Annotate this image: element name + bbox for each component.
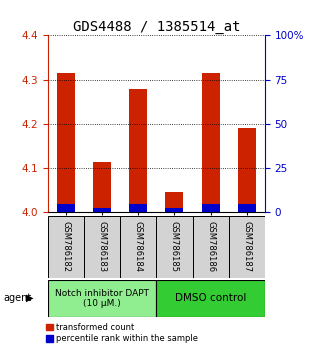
Bar — [166, 208, 183, 212]
Text: GSM786187: GSM786187 — [242, 221, 251, 273]
Text: GSM786183: GSM786183 — [98, 221, 107, 273]
Bar — [156, 280, 265, 317]
Bar — [48, 280, 157, 317]
Title: GDS4488 / 1385514_at: GDS4488 / 1385514_at — [72, 21, 240, 34]
Bar — [129, 88, 147, 212]
Bar — [193, 216, 229, 278]
Bar — [57, 73, 75, 212]
Bar — [156, 216, 193, 278]
Text: DMSO control: DMSO control — [175, 293, 246, 303]
Legend: transformed count, percentile rank within the sample: transformed count, percentile rank withi… — [46, 323, 198, 343]
Bar — [202, 204, 220, 212]
Bar — [229, 216, 265, 278]
Bar — [238, 204, 256, 212]
Bar — [166, 193, 183, 212]
Text: agent: agent — [3, 293, 31, 303]
Bar — [93, 161, 111, 212]
Bar — [238, 128, 256, 212]
Text: GSM786186: GSM786186 — [206, 221, 215, 273]
Bar — [48, 216, 84, 278]
Text: GSM786182: GSM786182 — [62, 221, 71, 273]
Bar — [84, 216, 120, 278]
Bar — [129, 204, 147, 212]
Text: GSM786184: GSM786184 — [134, 221, 143, 273]
Bar — [57, 204, 75, 212]
Text: ▶: ▶ — [26, 293, 33, 303]
Bar — [93, 208, 111, 212]
Text: GSM786185: GSM786185 — [170, 221, 179, 273]
Bar — [202, 73, 220, 212]
Bar — [120, 216, 157, 278]
Text: Notch inhibitor DAPT
(10 μM.): Notch inhibitor DAPT (10 μM.) — [55, 289, 149, 308]
